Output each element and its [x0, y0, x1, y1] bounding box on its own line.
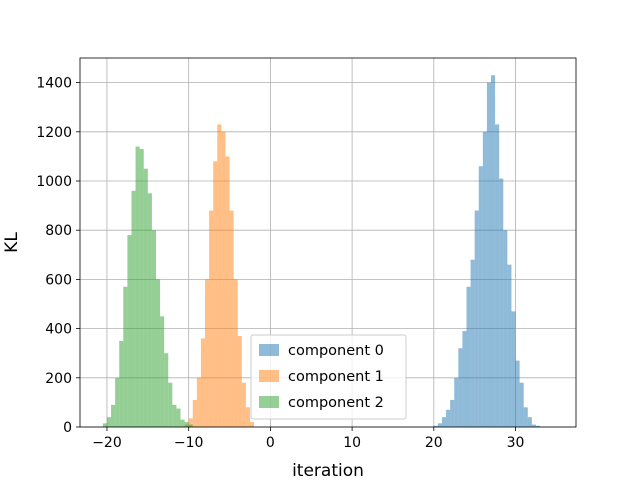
legend-entry: component 2 [259, 395, 384, 411]
histogram-bar [200, 338, 206, 427]
histogram-bar [180, 419, 185, 427]
histogram-bar [237, 335, 242, 427]
histogram-bar [221, 131, 226, 428]
histogram-bar [209, 210, 214, 427]
histogram-bar [437, 423, 442, 427]
series-0-bars [433, 75, 541, 428]
histogram-bar [147, 193, 152, 427]
histogram-bar [176, 408, 181, 427]
histogram-bar [106, 417, 112, 427]
histogram-bar [486, 82, 492, 427]
histogram-bar [491, 75, 496, 427]
histogram-bar [482, 131, 487, 428]
legend: component 0 component 1 component 2 [250, 334, 407, 420]
series-1-bars [184, 124, 255, 428]
y-tick-label: 0 [63, 420, 72, 436]
y-tick-label: 800 [45, 223, 72, 239]
y-tick-label: 400 [45, 322, 72, 338]
axis-ticks: −20 −10 0 10 20 30 0 200 400 600 800 1000 1200 1400 [36, 76, 524, 451]
histogram-bar [515, 360, 520, 427]
histogram-bar [519, 382, 524, 427]
legend-entry: component 0 [259, 343, 384, 359]
y-tick-label: 1000 [36, 174, 72, 190]
histogram-bar [523, 407, 528, 427]
histogram-bar [535, 425, 541, 427]
histogram-bar [155, 279, 161, 427]
histogram-bar [115, 377, 120, 427]
histogram-bar [217, 124, 222, 428]
x-axis-label: iteration [292, 461, 364, 480]
histogram-bar [507, 264, 512, 427]
histogram-bar [245, 407, 250, 427]
legend-entry: component 1 [259, 369, 384, 385]
histogram-bar [139, 149, 144, 427]
histogram-bar [450, 399, 455, 427]
histogram-bar [172, 404, 177, 427]
histogram-bar [151, 230, 156, 427]
histogram-bar [503, 230, 508, 427]
y-axis-label: KL [2, 232, 22, 253]
histogram-bar [213, 161, 218, 427]
histogram-bar [474, 210, 479, 427]
histogram-bar [127, 235, 132, 427]
histogram-bar [229, 210, 234, 427]
histogram-bar [446, 409, 451, 427]
y-tick-label: 1200 [36, 125, 72, 141]
histogram-bar [441, 417, 447, 427]
histogram-bar [225, 156, 230, 427]
histogram-bar [233, 279, 238, 427]
legend-box [250, 334, 407, 420]
histogram-bar [188, 424, 193, 427]
histogram-bar [102, 423, 107, 427]
y-tick-label: 600 [45, 272, 72, 288]
plot-frame [79, 57, 577, 428]
histogram-bar [527, 417, 532, 427]
histogram-bar [462, 331, 467, 427]
histogram-bar [531, 424, 536, 427]
histogram-bar [478, 166, 483, 428]
x-tick-label: 0 [266, 435, 275, 451]
legend-swatch [259, 370, 279, 382]
histogram-bar [188, 418, 193, 427]
x-tick-label: −10 [174, 435, 204, 451]
histogram-bars [102, 75, 541, 428]
histogram-bar [184, 422, 189, 427]
x-tick-label: 10 [343, 435, 361, 451]
legend-label: component 2 [288, 395, 384, 411]
histogram-bar [196, 377, 201, 427]
x-tick-label: 20 [425, 435, 443, 451]
series-2-bars [102, 146, 193, 427]
legend-label: component 0 [288, 343, 384, 359]
histogram-bar [454, 377, 459, 427]
histogram-bar [249, 422, 255, 427]
histogram-bar [433, 425, 438, 427]
histogram-bar [466, 286, 471, 427]
histogram-bar [131, 190, 136, 427]
histogram-bar [123, 286, 128, 427]
x-tick-label: 30 [507, 435, 525, 451]
histogram-bar [135, 146, 140, 427]
histogram-bar [168, 382, 173, 427]
histogram-bar [511, 311, 516, 427]
histogram-bar [495, 124, 500, 428]
histogram-bar [160, 316, 165, 427]
y-tick-label: 200 [45, 371, 72, 387]
histogram-bar [111, 404, 116, 427]
histogram-bar [499, 178, 504, 427]
legend-swatch [259, 344, 279, 356]
histogram-bar [241, 382, 246, 427]
histogram-bar [119, 340, 124, 427]
legend-swatch [259, 396, 279, 408]
histogram-bar [205, 279, 210, 427]
histogram-bar [143, 168, 148, 427]
legend-label: component 1 [288, 369, 384, 385]
x-tick-label: −20 [92, 435, 122, 451]
histogram-bar [470, 259, 475, 427]
histogram-bar [164, 353, 169, 427]
y-tick-label: 1400 [36, 76, 72, 92]
histogram-bar [192, 399, 197, 427]
histogram-bar [458, 348, 463, 427]
